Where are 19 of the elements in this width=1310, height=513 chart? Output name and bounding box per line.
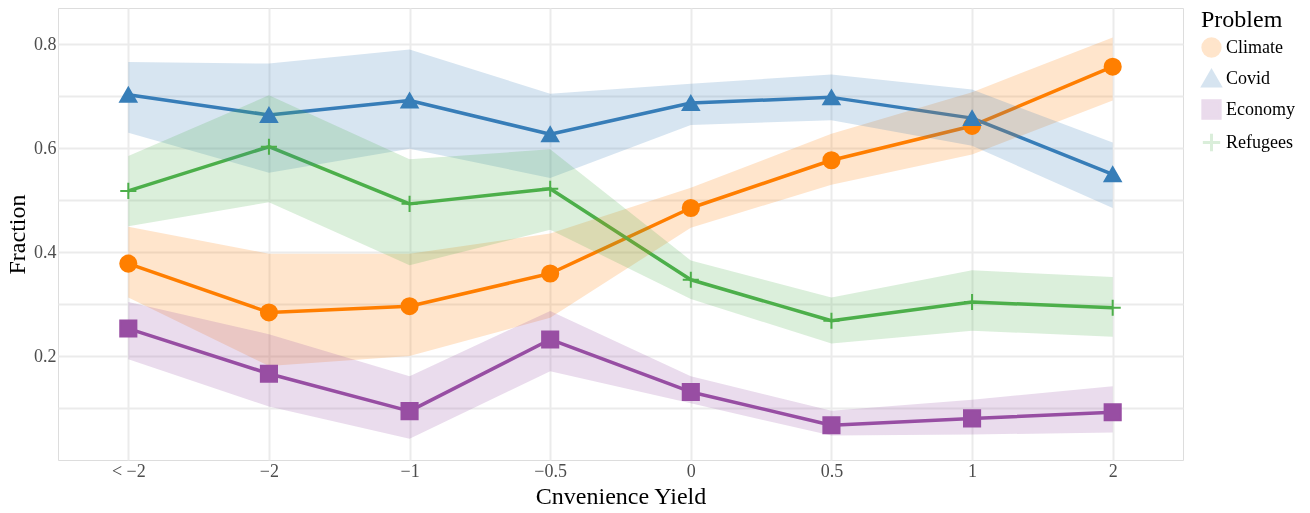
x-axis-title: Cnvenience Yield: [535, 482, 707, 509]
x-tick-label: < −2: [111, 460, 146, 481]
y-tick-label: 0.8: [34, 33, 57, 54]
legend-label: Covid: [1226, 67, 1271, 88]
x-tick-label: −0.5: [534, 460, 568, 481]
legend-label: Climate: [1226, 36, 1283, 57]
x-tick-label: 2: [1108, 460, 1118, 481]
x-tick-label: −2: [259, 460, 280, 481]
x-tick-label: −1: [400, 460, 420, 481]
legend-title: Problem: [1201, 6, 1283, 32]
legend-label: Economy: [1226, 98, 1295, 119]
y-tick-label: 0.2: [34, 345, 57, 366]
x-tick-label: 0.5: [820, 460, 844, 481]
x-tick-label: 0: [686, 460, 696, 481]
y-tick-label: 0.4: [34, 241, 57, 262]
y-axis-title: Fraction: [4, 194, 30, 275]
x-tick-label: 1: [968, 460, 978, 481]
legend-label: Refugees: [1226, 131, 1293, 152]
y-tick-label: 0.6: [34, 137, 57, 158]
